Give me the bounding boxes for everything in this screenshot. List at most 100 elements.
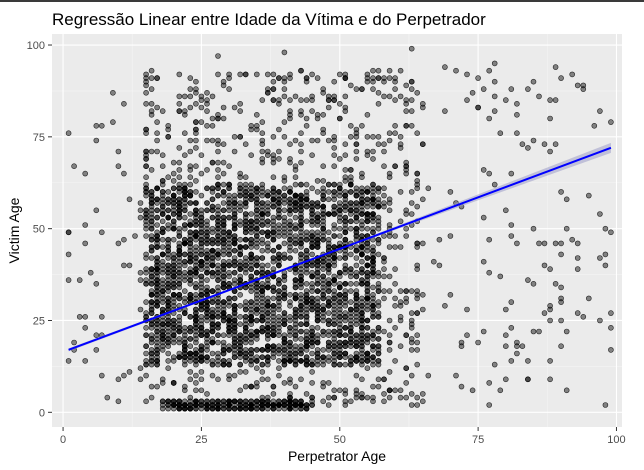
data-point	[347, 189, 354, 195]
data-point	[491, 78, 498, 85]
data-point	[187, 240, 194, 247]
data-point	[314, 115, 321, 122]
data-point	[375, 288, 382, 294]
data-point	[320, 328, 327, 335]
data-point	[215, 159, 221, 166]
data-point	[403, 123, 410, 129]
data-point	[336, 310, 343, 316]
data-point	[514, 240, 520, 247]
data-point	[242, 299, 249, 305]
data-point	[370, 262, 376, 269]
data-point	[292, 93, 299, 100]
data-point	[331, 328, 338, 335]
data-point	[154, 130, 160, 136]
data-point	[215, 112, 221, 118]
data-point	[187, 167, 194, 173]
data-point	[336, 354, 343, 361]
data-point	[264, 376, 271, 383]
data-point	[165, 273, 171, 280]
data-point	[126, 196, 133, 203]
y-axis-title: Victim Age	[6, 197, 22, 263]
data-point	[480, 258, 487, 265]
data-point	[259, 141, 266, 147]
data-point	[502, 306, 509, 313]
data-point	[508, 358, 515, 364]
data-point	[165, 295, 171, 302]
data-point	[392, 97, 398, 103]
data-point	[580, 313, 587, 320]
data-point	[242, 262, 249, 269]
data-point	[342, 178, 349, 184]
data-point	[198, 192, 205, 199]
data-point	[292, 361, 299, 368]
data-point	[303, 123, 310, 129]
data-point	[547, 115, 553, 122]
data-point	[154, 328, 160, 335]
data-point	[253, 328, 260, 335]
data-point	[198, 119, 205, 125]
data-point	[314, 240, 321, 247]
data-point	[298, 336, 304, 342]
data-point	[408, 339, 415, 346]
data-point	[281, 200, 288, 206]
data-point	[204, 200, 210, 206]
data-point	[204, 302, 210, 309]
data-point	[276, 75, 282, 81]
data-point	[392, 324, 398, 331]
data-point	[259, 236, 266, 243]
data-point	[209, 350, 216, 357]
data-point	[325, 229, 332, 236]
data-point	[170, 178, 177, 184]
data-point	[375, 358, 382, 364]
data-point	[159, 299, 166, 305]
data-point	[226, 361, 232, 368]
data-point	[320, 192, 327, 199]
data-point	[336, 185, 343, 192]
data-point	[237, 222, 243, 228]
data-point	[331, 181, 338, 188]
data-point	[525, 86, 531, 92]
data-point	[176, 405, 183, 412]
data-point	[226, 214, 232, 221]
data-point	[170, 159, 177, 166]
data-point	[253, 398, 260, 405]
data-point	[331, 302, 338, 309]
data-point	[165, 398, 171, 405]
data-point	[220, 247, 227, 254]
data-point	[132, 233, 138, 239]
data-point	[187, 369, 194, 375]
data-point	[198, 207, 205, 214]
data-point	[198, 398, 205, 405]
data-point	[320, 229, 327, 236]
data-point	[270, 97, 277, 103]
data-point	[209, 196, 216, 203]
data-point	[320, 163, 327, 169]
data-point	[276, 302, 282, 309]
data-point	[480, 167, 487, 173]
data-point	[375, 134, 382, 140]
data-point	[99, 123, 105, 129]
data-point	[248, 152, 254, 158]
data-point	[276, 148, 282, 155]
data-point	[547, 148, 553, 155]
data-point	[608, 324, 614, 331]
data-point	[536, 240, 542, 247]
data-point	[392, 163, 398, 169]
data-point	[347, 288, 354, 294]
data-point	[375, 383, 382, 390]
data-point	[491, 361, 498, 368]
data-point	[182, 108, 188, 114]
data-point	[182, 214, 188, 221]
data-point	[270, 321, 277, 328]
data-point	[253, 244, 260, 250]
data-point	[215, 141, 221, 147]
data-point	[447, 233, 454, 239]
data-point	[414, 288, 421, 294]
data-point	[381, 148, 387, 155]
data-point	[364, 218, 371, 225]
data-point	[276, 277, 282, 283]
data-point	[148, 350, 155, 357]
data-point	[569, 236, 576, 243]
data-point	[298, 376, 304, 383]
data-point	[176, 71, 183, 78]
